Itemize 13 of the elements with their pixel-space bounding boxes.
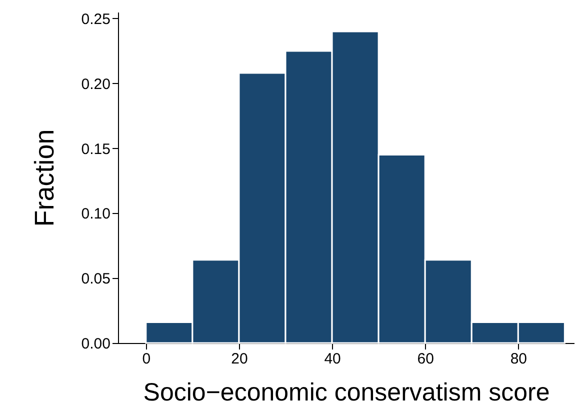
- x-tick-label: 0: [142, 350, 151, 368]
- x-tick-label: 40: [324, 350, 341, 368]
- y-axis-title: Fraction: [29, 129, 60, 227]
- y-tick-label: 0.10: [81, 206, 110, 223]
- y-tick-label: 0.05: [81, 270, 110, 288]
- y-tick-label: 0.20: [81, 76, 110, 93]
- y-tick-label: 0.00: [81, 336, 110, 352]
- x-axis-title: Socio−economic conservatism score: [143, 378, 550, 406]
- x-tick-label: 80: [510, 350, 528, 368]
- y-tick-label: 0.15: [81, 140, 110, 158]
- y-tick-label: 0.25: [81, 10, 110, 28]
- x-tick-label: 20: [231, 350, 248, 368]
- x-tick-label: 60: [417, 350, 434, 368]
